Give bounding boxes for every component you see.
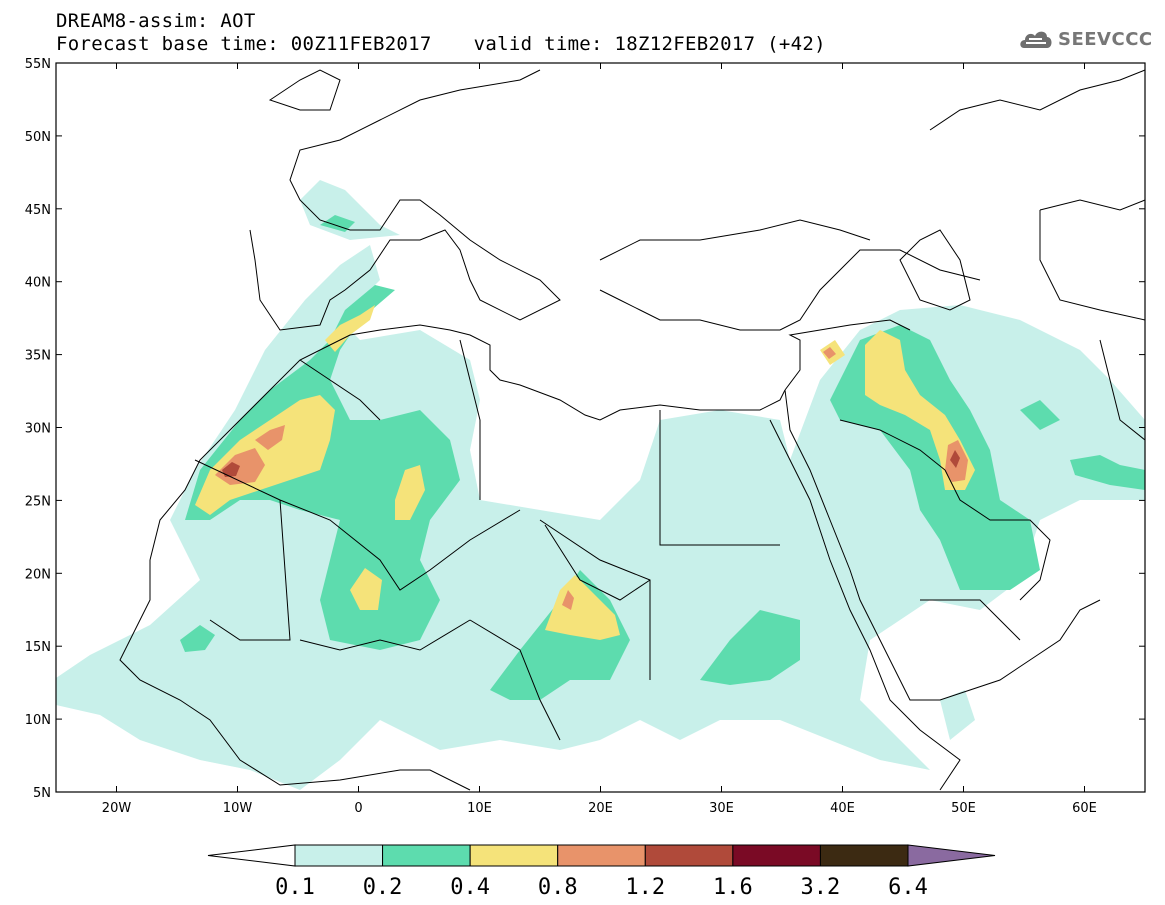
lat-tick-label: 25N	[25, 494, 51, 509]
map-title: DREAM8-assim: AOT	[56, 10, 256, 32]
lat-tick-label: 50N	[25, 130, 51, 145]
colorbar-label: 0.1	[275, 875, 315, 900]
lon-tick-label: 50E	[951, 801, 976, 816]
lon-tick-label: 0	[354, 801, 362, 816]
colorbar: 0.1 0.2 0.4 0.8 1.2 1.6 3.2 6.4	[207, 844, 996, 900]
colorbar-swatch	[382, 844, 471, 867]
colorbar-swatch	[644, 844, 734, 867]
lat-tick-label: 55N	[25, 57, 51, 72]
lat-tick-label: 30N	[25, 422, 51, 437]
aot-field	[56, 180, 1145, 790]
colorbar-label: 1.2	[625, 875, 665, 900]
lat-tick-label: 15N	[25, 640, 51, 655]
colorbar-swatch	[819, 844, 909, 867]
lon-tick-label: 30E	[709, 801, 734, 816]
colorbar-label: 0.2	[363, 875, 403, 900]
colorbar-swatch	[469, 844, 559, 867]
colorbar-high-arrow	[907, 844, 996, 867]
lon-tick-label: 40E	[830, 801, 855, 816]
colorbar-swatch	[732, 844, 821, 867]
lat-tick-label: 5N	[33, 786, 51, 801]
forecast-base-time: Forecast base time: 00Z11FEB2017	[56, 33, 432, 55]
colorbar-swatch	[557, 844, 646, 867]
colorbar-swatch	[294, 844, 384, 867]
lat-tick-label: 10N	[25, 713, 51, 728]
cloud-icon	[1020, 31, 1052, 48]
colorbar-label: 1.6	[713, 875, 753, 900]
lat-tick-label: 45N	[25, 203, 51, 218]
colorbar-label: 0.8	[538, 875, 578, 900]
seevccc-logo: SEEVCCC	[1018, 24, 1153, 54]
lon-tick-label: 60E	[1072, 801, 1097, 816]
logo-text: SEEVCCC	[1058, 28, 1153, 50]
time-info: Forecast base time: 00Z11FEB2017 valid ti…	[56, 33, 826, 55]
lon-tick-label: 20W	[102, 801, 132, 816]
colorbar-label: 0.4	[450, 875, 490, 900]
coastlines	[119, 69, 1146, 791]
lon-tick-label: 10W	[223, 801, 253, 816]
lat-tick-label: 40N	[25, 276, 51, 291]
lat-tick-label: 20N	[25, 567, 51, 582]
lon-tick-label: 20E	[588, 801, 613, 816]
lon-tick-label: 10E	[467, 801, 492, 816]
colorbar-label: 3.2	[801, 875, 841, 900]
colorbar-label: 6.4	[888, 875, 928, 900]
lat-tick-label: 35N	[25, 349, 51, 364]
axis-ticks	[56, 62, 1145, 793]
colorbar-low-arrow	[207, 844, 296, 867]
axis-labels: 55N 50N 45N 40N 35N 30N 25N 20N 15N 10N 5N 20W 10W 0 1…	[25, 57, 1097, 816]
valid-time: valid time: 18Z12FEB2017 (+42)	[473, 33, 826, 55]
